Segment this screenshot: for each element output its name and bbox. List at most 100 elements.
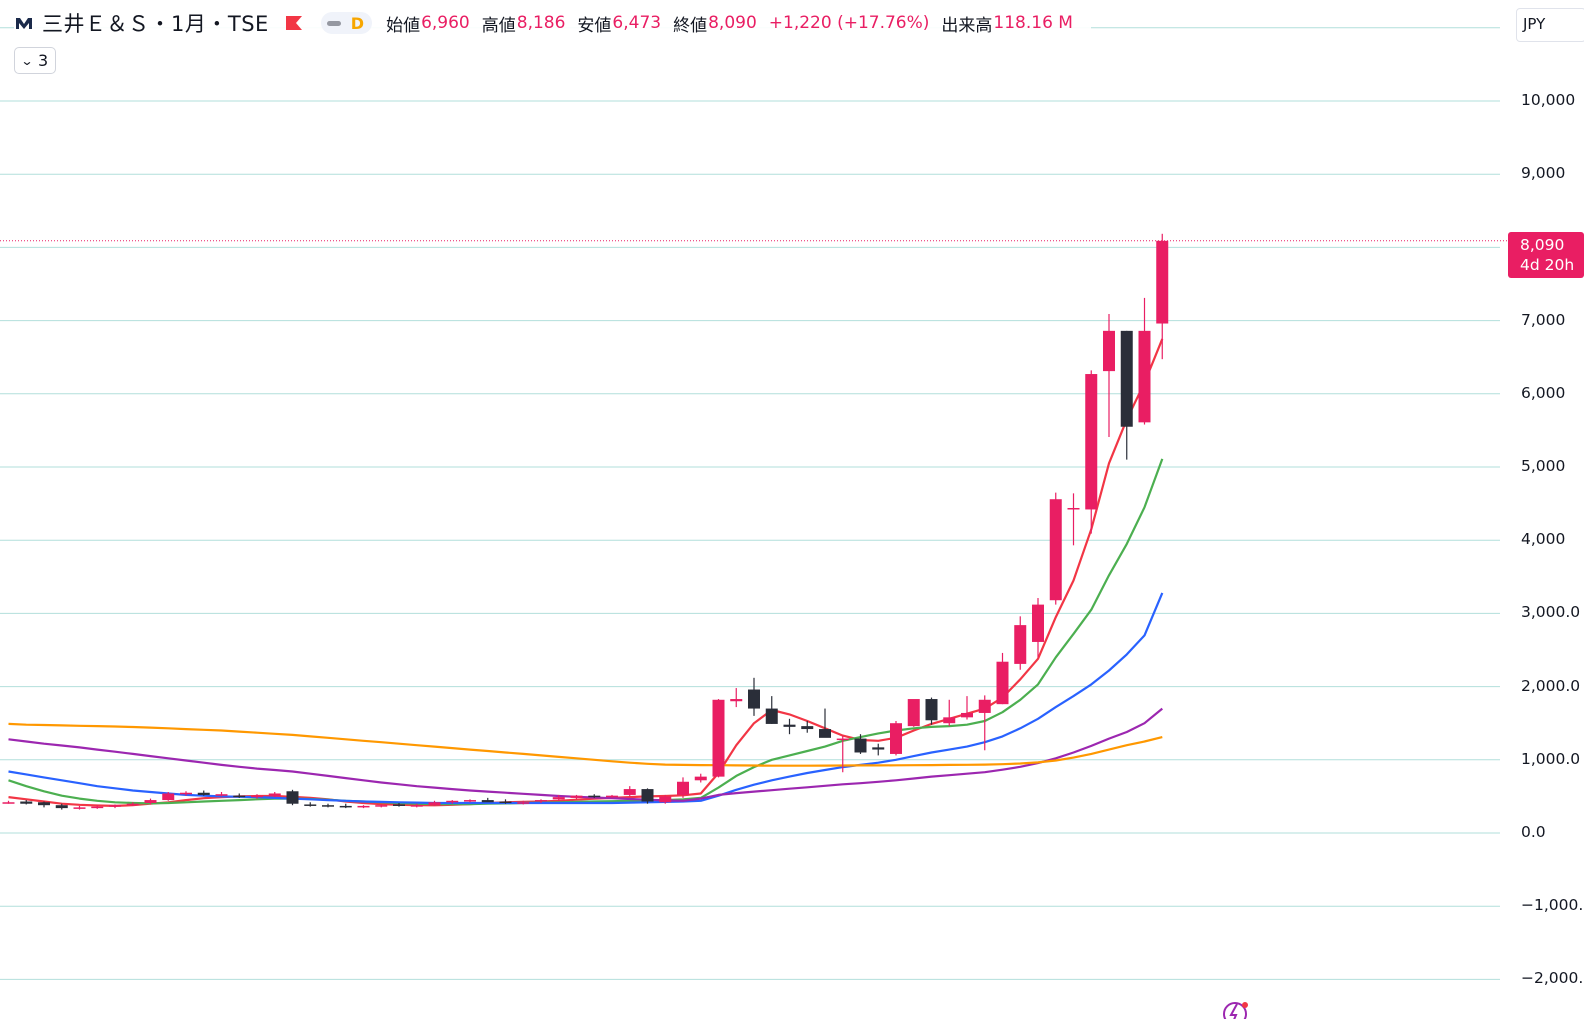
candle [126,802,139,806]
candle-body [1103,330,1115,372]
candle [535,799,547,803]
candle [659,794,672,804]
candle-body [304,804,317,806]
candle [978,695,991,751]
last-price: 8,090 [1520,236,1565,254]
candle-body [55,805,68,809]
candle [1138,297,1151,425]
open-label: 始値 [386,15,421,36]
candle [961,696,973,720]
candle [996,652,1009,705]
candle-body [694,776,707,781]
grid-lines [0,27,1500,980]
moving-average-line [8,707,1163,802]
candle-body [872,747,885,750]
candle-body [1032,604,1044,642]
candle [588,794,601,798]
candlesticks [2,233,1169,810]
candle-body [836,738,849,741]
candle-body [890,723,902,754]
candle-body [978,699,991,713]
y-tick-label: 1,000.0 [1521,749,1581,768]
candle-body [251,795,263,798]
candle [872,743,885,756]
candle-body [91,806,104,809]
candle-body [552,797,565,800]
candle-body [854,738,867,753]
moving-averages [8,338,1164,808]
candle-body [464,800,476,802]
candle [641,788,654,804]
candle-body [1014,625,1027,664]
candle-body [641,789,654,802]
candle-body [393,804,405,806]
candle [1032,598,1044,658]
flag-icon[interactable] [285,15,303,31]
low-value: 6,473 [612,13,662,33]
candle [623,786,636,797]
candle [854,734,867,754]
candle-body [535,800,547,802]
high-label: 高値 [481,15,516,36]
candle [375,804,388,808]
candle-body [801,726,814,730]
candle-body [765,708,778,724]
candle-body [286,791,299,804]
candle-body [712,699,725,777]
candle [322,803,334,808]
candle-body [819,729,831,738]
candle-body [659,796,672,803]
candle [1014,616,1027,670]
candle-body [339,805,352,808]
candle [55,803,68,810]
volume-value: 118.16 M [993,13,1073,33]
candle-body [162,793,175,801]
y-tick-label: 5,000 [1521,457,1566,475]
moving-average-line [8,722,1163,767]
interval-badge[interactable]: D [320,12,373,34]
y-tick-label: 10,000 [1521,91,1576,109]
candle-body [961,712,973,718]
minus-icon [326,20,341,26]
candle-body [925,699,938,721]
chevron-down-icon: ⌄ [20,53,34,68]
candle-body [197,792,210,795]
candle [464,799,476,803]
candle [783,718,796,735]
candle [712,699,725,778]
symbol-title[interactable]: 三井Ｅ＆Ｓ・1月・TSE [42,12,269,36]
high-value: 8,186 [516,13,566,33]
candle-body [233,795,246,798]
moving-average-line [8,458,1164,806]
candle-body [126,803,139,806]
lightning-icon[interactable] [1222,997,1256,1023]
exchange-logo-icon [14,13,34,33]
candle-body [410,805,423,807]
candle-body [1120,330,1133,427]
currency-selector[interactable]: JPY [1516,8,1584,42]
candle-body [1067,507,1080,510]
volume-label: 出来高 [941,15,993,36]
legend-collapse-button[interactable]: ⌄ 3 [14,47,56,74]
y-tick-label: 0.0 [1521,823,1546,841]
symbol-header: 三井Ｅ＆Ｓ・1月・TSE D 始値 6,960 高値 8,186 安値 6,47… [14,6,1091,40]
y-tick-label: −2,000.0 [1521,969,1584,988]
candle-body [1049,499,1062,601]
candle-body [517,802,530,804]
candle [1120,330,1133,460]
candle [606,794,618,798]
candle-body [996,661,1009,705]
last-price-tag: 8,090 4d 20h [1508,232,1584,278]
candle [890,721,902,756]
candle [943,699,956,727]
candle-body [357,805,370,808]
candle-body [73,807,86,809]
candle-body [322,805,334,807]
candle [339,803,352,809]
candle-body [623,789,636,795]
candle-body [1156,240,1169,324]
candle [481,797,494,803]
candle [2,800,15,804]
candle [677,777,689,798]
